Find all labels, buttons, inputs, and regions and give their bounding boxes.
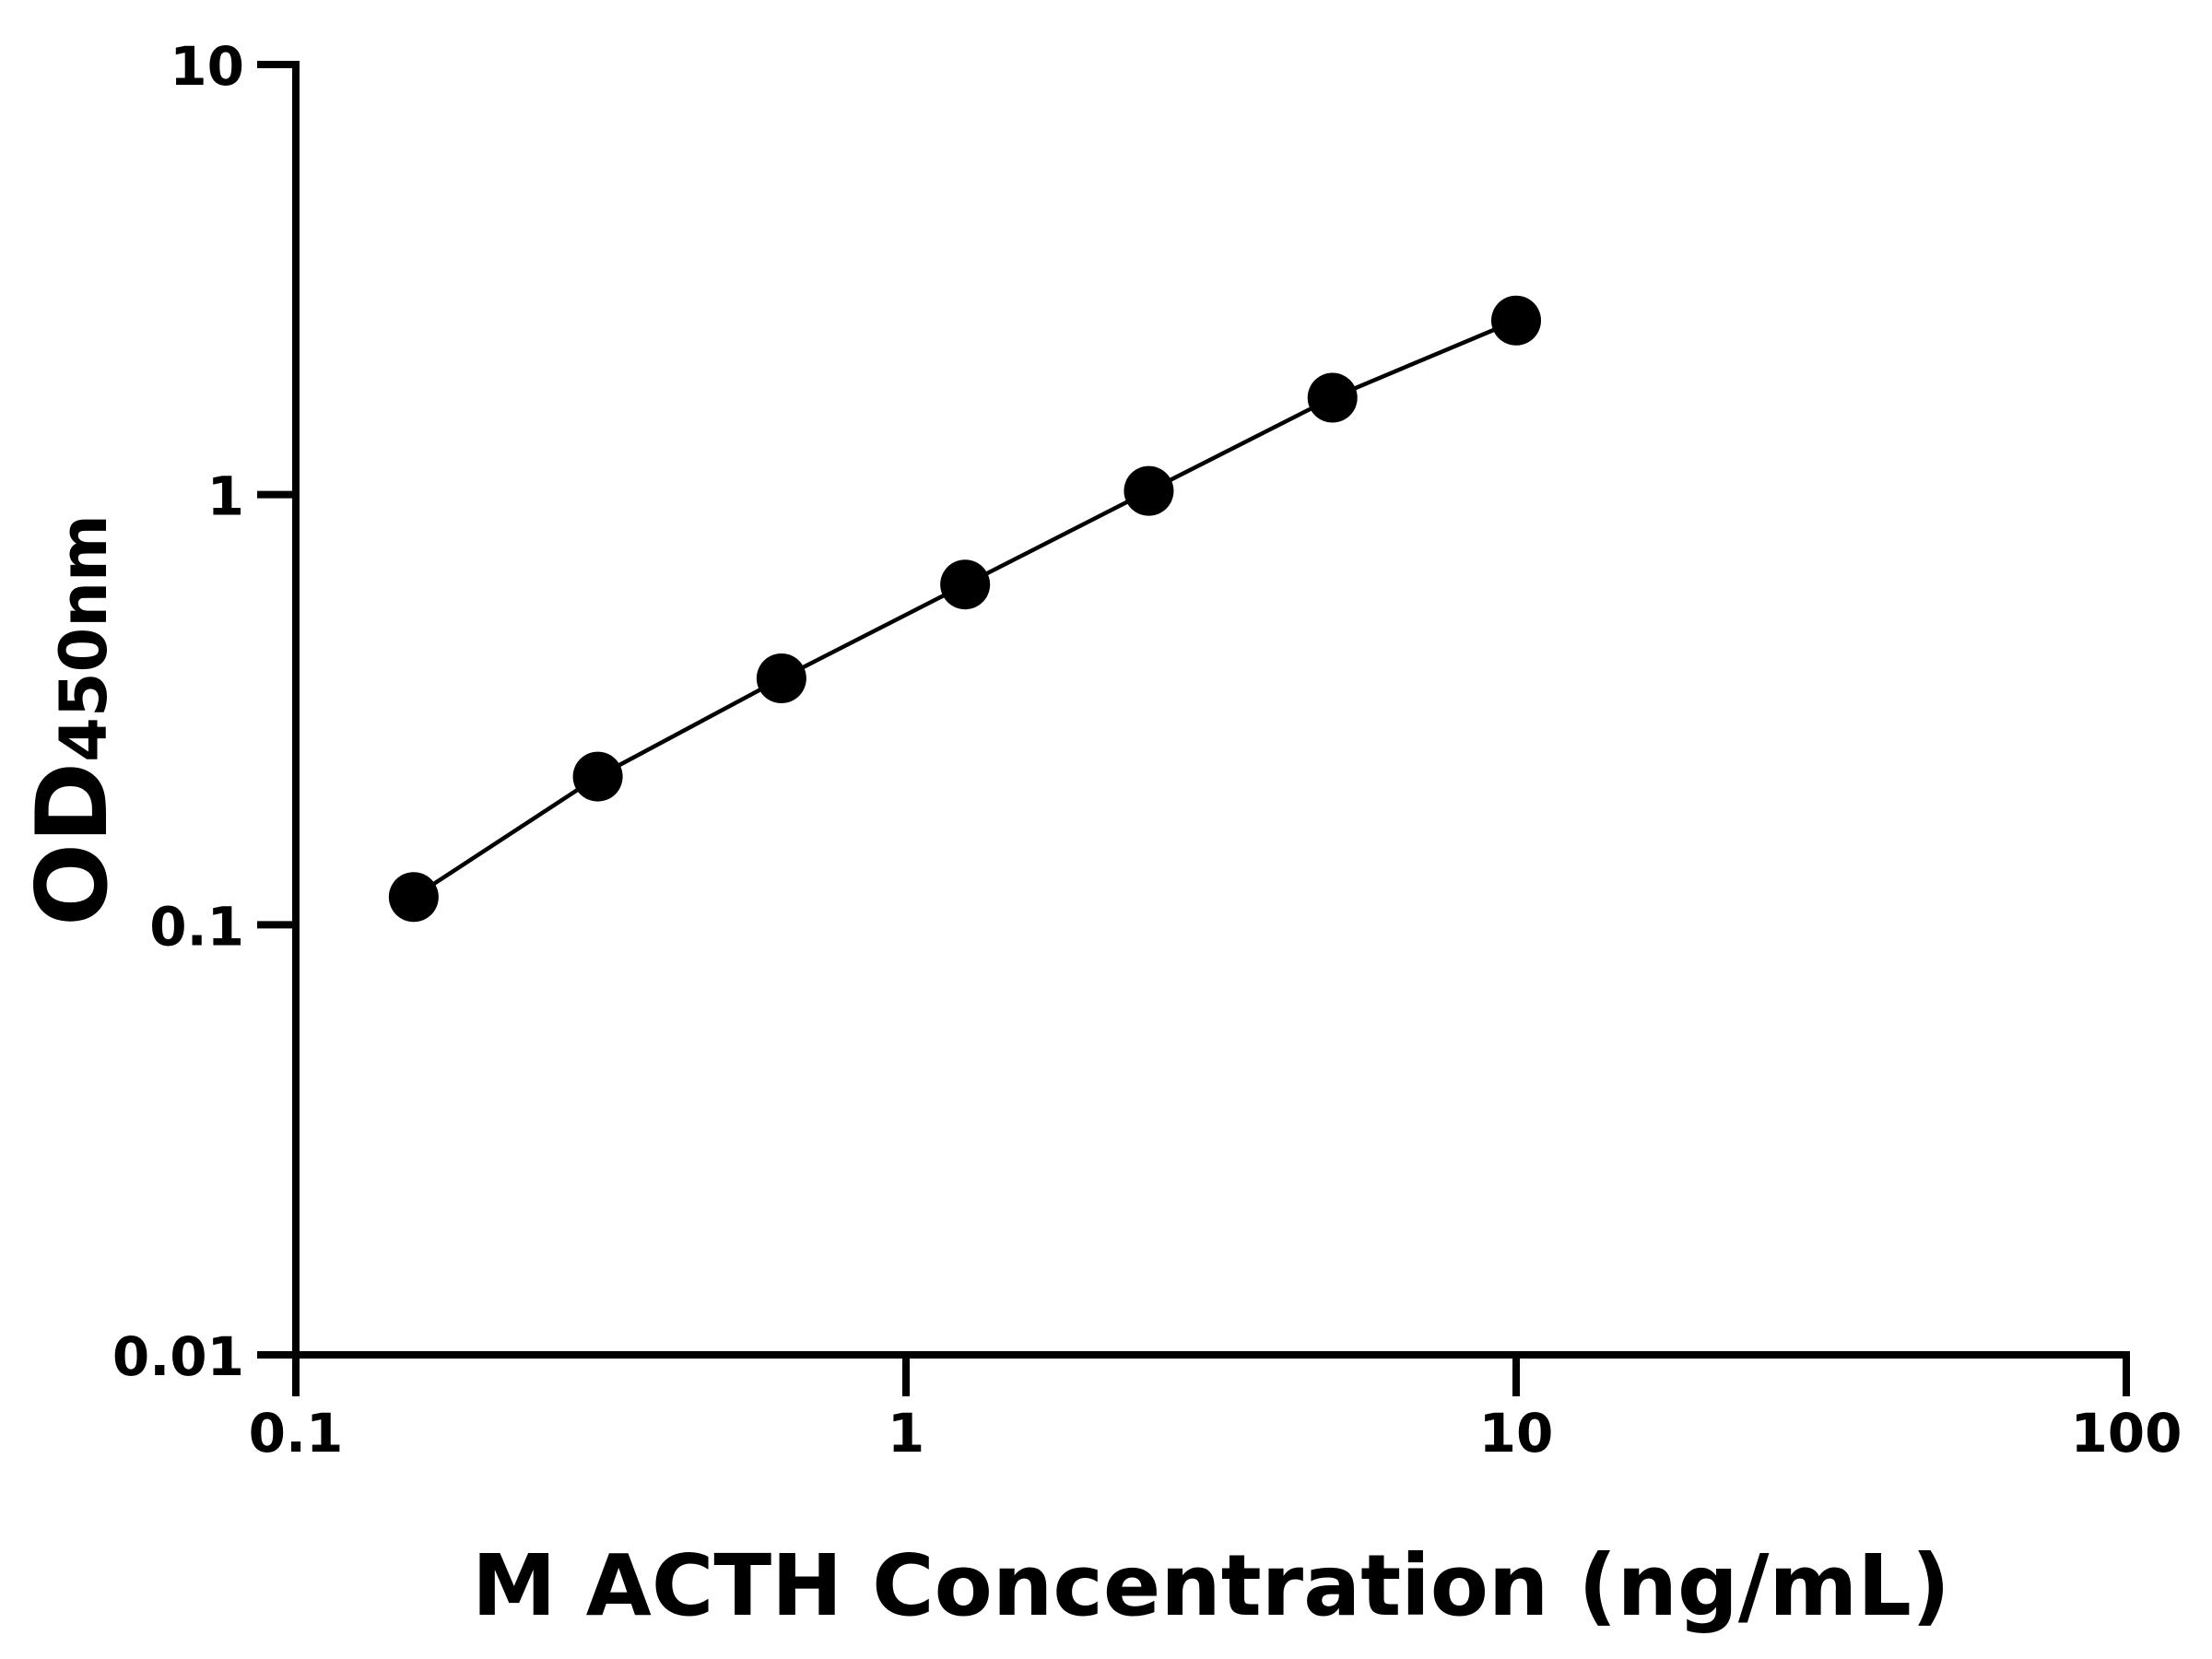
y-tick-label: 0.1	[149, 895, 244, 958]
data-point	[1491, 295, 1541, 346]
x-axis-title: M ACTH Concentration (ng/mL)	[472, 1536, 1950, 1635]
x-tick-label: 1	[888, 1402, 924, 1465]
y-tick-label: 10	[170, 35, 244, 98]
y-axis-title-subscript: 450nm	[46, 514, 122, 762]
x-tick-label: 0.1	[249, 1402, 344, 1465]
y-tick-label: 1	[207, 465, 244, 528]
data-point	[1124, 465, 1174, 516]
data-point	[756, 653, 806, 703]
x-tick-label: 100	[2070, 1402, 2182, 1465]
y-axis-title-main: OD	[16, 762, 129, 926]
data-point	[940, 559, 991, 610]
data-point	[388, 872, 439, 923]
y-tick-label: 0.01	[112, 1325, 244, 1388]
x-tick-label: 10	[1479, 1402, 1554, 1465]
data-point	[572, 751, 623, 802]
data-point	[1307, 372, 1358, 423]
y-axis-title: OD450nm	[16, 514, 129, 926]
